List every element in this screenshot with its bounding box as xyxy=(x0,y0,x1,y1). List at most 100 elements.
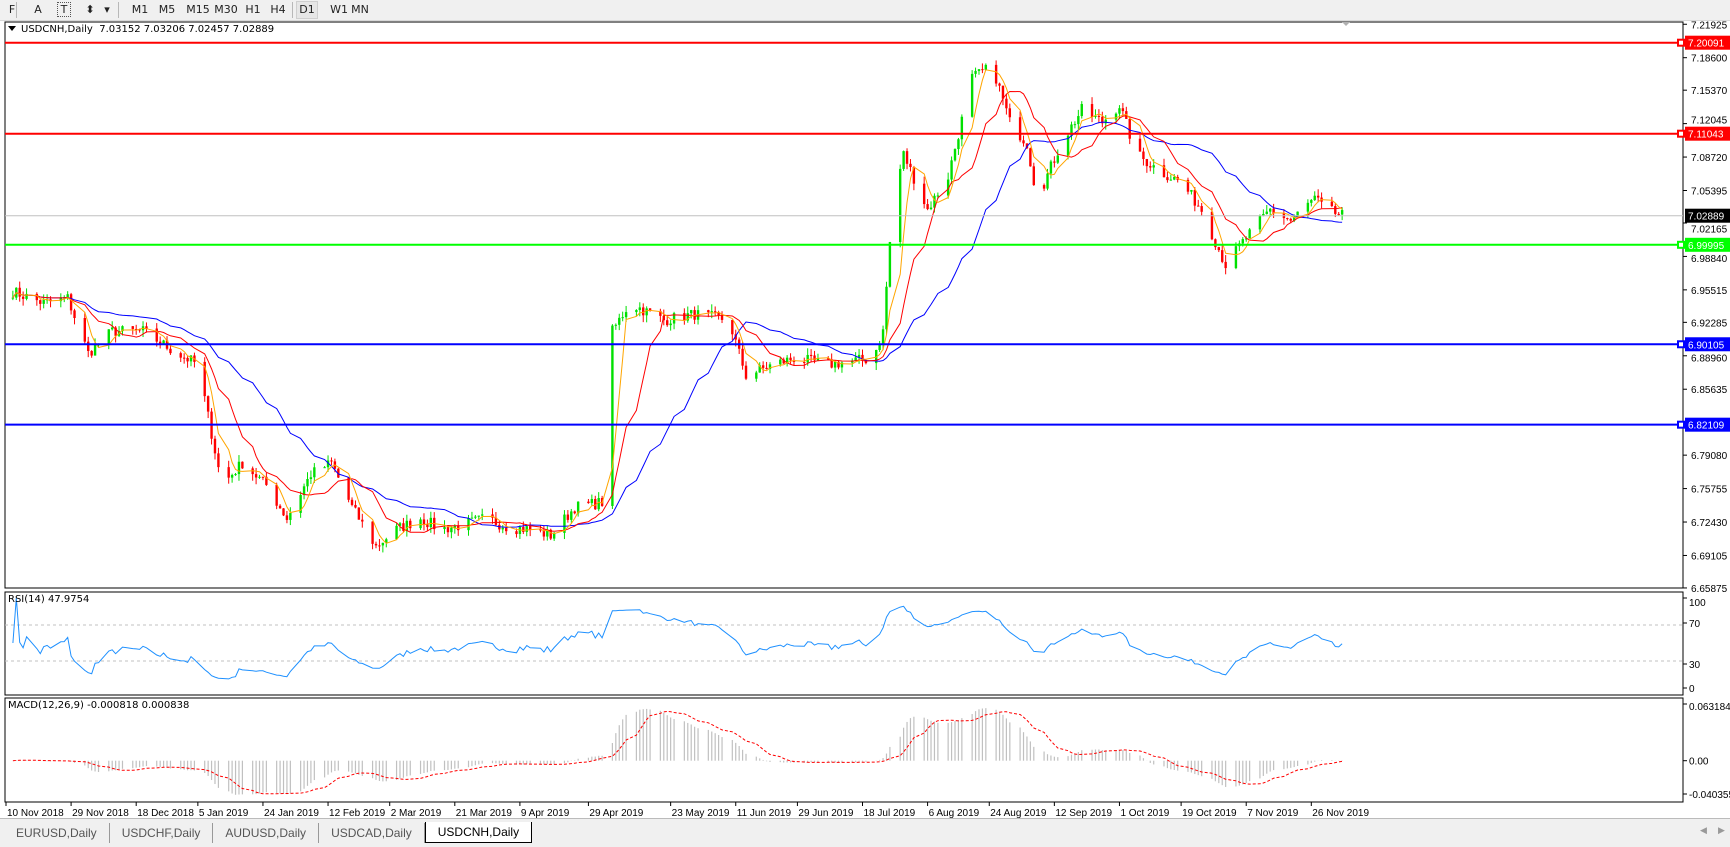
candle-body xyxy=(1337,213,1340,215)
price-tick-label: 6.98840 xyxy=(1691,254,1728,265)
timeframe-h1-button[interactable]: H1 xyxy=(245,3,261,16)
candle-body xyxy=(35,293,39,301)
tab-eurusd[interactable]: EURUSD,Daily xyxy=(4,823,110,843)
candle-body xyxy=(1268,208,1272,212)
candle-body xyxy=(230,475,234,478)
candle-body xyxy=(1313,195,1316,201)
candle-body xyxy=(710,311,713,313)
candle-body xyxy=(453,525,457,528)
grid-tool-icon[interactable]: F xyxy=(8,3,16,16)
candle-body xyxy=(1094,115,1097,117)
price-tick-label: 7.12045 xyxy=(1691,116,1728,127)
date-tick-label: 1 Oct 2019 xyxy=(1120,808,1169,819)
timeframe-m30-button[interactable]: M30 xyxy=(214,3,238,16)
candle-body xyxy=(1214,239,1217,248)
text-tool-icon[interactable]: A xyxy=(34,3,42,16)
timeframe-m1-button[interactable]: M1 xyxy=(131,3,149,16)
candle-body xyxy=(258,476,261,478)
rsi-line xyxy=(12,597,1343,680)
candle-body xyxy=(683,313,686,321)
candle-body xyxy=(830,359,833,368)
macd-signal-line xyxy=(12,710,1343,795)
candle-body xyxy=(549,529,552,539)
date-tick-label: 21 Mar 2019 xyxy=(456,808,513,819)
candle-body xyxy=(614,324,618,326)
candle-body xyxy=(158,341,162,345)
candle-body xyxy=(744,365,748,379)
date-tick-label: 10 Nov 2018 xyxy=(7,808,64,819)
scroll-right-icon[interactable]: ▶ xyxy=(1718,826,1725,836)
candle-body xyxy=(570,511,573,520)
candle-body xyxy=(827,358,830,360)
candle-body xyxy=(1149,166,1152,168)
tool-dropdown-icon[interactable]: ▾ xyxy=(104,3,110,16)
candle-body xyxy=(83,318,86,342)
rsi-tick-label: 100 xyxy=(1689,598,1706,609)
timeframe-d1-button[interactable]: D1 xyxy=(296,1,318,19)
candle-body xyxy=(1292,216,1296,221)
candle-body xyxy=(1248,229,1251,239)
candle-body xyxy=(741,348,744,366)
candle-body xyxy=(542,530,546,537)
candle-body xyxy=(1197,205,1200,207)
tab-usdcad[interactable]: USDCAD,Daily xyxy=(319,823,425,843)
price-tick-label: 6.65875 xyxy=(1691,584,1728,595)
collapse-triangle-icon[interactable] xyxy=(8,26,16,31)
candle-body xyxy=(515,531,518,535)
candle-body xyxy=(395,525,398,540)
candle-body xyxy=(518,526,522,535)
candle-body xyxy=(998,83,1001,86)
candle-body xyxy=(254,474,258,478)
candle-body xyxy=(672,313,676,324)
candle-body xyxy=(1032,166,1035,186)
candle-body xyxy=(1217,247,1221,251)
candle-body xyxy=(282,508,285,516)
date-tick-label: 24 Jan 2019 xyxy=(264,808,319,819)
timeframe-w1-button[interactable]: W1 xyxy=(330,3,348,16)
timeframe-h4-button[interactable]: H4 xyxy=(270,3,286,16)
candle-body xyxy=(1272,208,1275,214)
candle-body xyxy=(59,297,63,302)
text-label-tool-icon[interactable]: T xyxy=(57,2,71,17)
candle-body xyxy=(761,365,765,368)
candle-body xyxy=(114,327,117,336)
candle-body xyxy=(251,468,254,475)
candle-body xyxy=(49,299,52,302)
level-handle xyxy=(1677,129,1685,138)
tab-usdchf[interactable]: USDCHF,Daily xyxy=(110,823,214,843)
price-tick-label: 6.69105 xyxy=(1691,551,1728,562)
scroll-left-icon[interactable]: ◀ xyxy=(1700,826,1707,836)
timeframe-mn-button[interactable]: MN xyxy=(351,3,369,16)
candle-body xyxy=(1101,116,1104,124)
candle-body xyxy=(429,517,433,528)
candle-body xyxy=(707,310,710,313)
candle-body xyxy=(1173,176,1176,180)
tab-audusd[interactable]: AUDUSD,Daily xyxy=(213,823,320,843)
candle-body xyxy=(624,312,628,318)
candle-body xyxy=(936,195,940,197)
date-tick-label: 24 Aug 2019 xyxy=(990,808,1047,819)
macd-tick-label: 0.063184 xyxy=(1689,702,1730,713)
candle-body xyxy=(138,329,141,331)
candle-body xyxy=(25,293,28,299)
date-tick-label: 19 Oct 2019 xyxy=(1182,808,1237,819)
timeframe-m15-button[interactable]: M15 xyxy=(186,3,210,16)
date-tick-label: 7 Nov 2019 xyxy=(1247,808,1299,819)
candle-body xyxy=(1046,173,1049,189)
candle-body xyxy=(888,242,892,287)
candle-body xyxy=(1152,165,1155,168)
candle-body xyxy=(1286,218,1289,220)
candle-body xyxy=(66,294,69,298)
price-tick-label: 6.85635 xyxy=(1691,385,1728,396)
date-tick-label: 5 Jan 2019 xyxy=(199,808,249,819)
tab-usdcnh[interactable]: USDCNH,Daily xyxy=(424,822,533,843)
ma-slow-line xyxy=(12,121,1343,528)
candle-body xyxy=(227,467,230,478)
candle-body xyxy=(426,524,429,528)
level-price-badge xyxy=(1685,417,1730,432)
candle-body xyxy=(275,484,278,506)
timeframe-m5-button[interactable]: M5 xyxy=(158,3,176,16)
arrows-tool-icon[interactable]: ⬍ xyxy=(85,3,95,16)
candle-body xyxy=(642,307,645,316)
